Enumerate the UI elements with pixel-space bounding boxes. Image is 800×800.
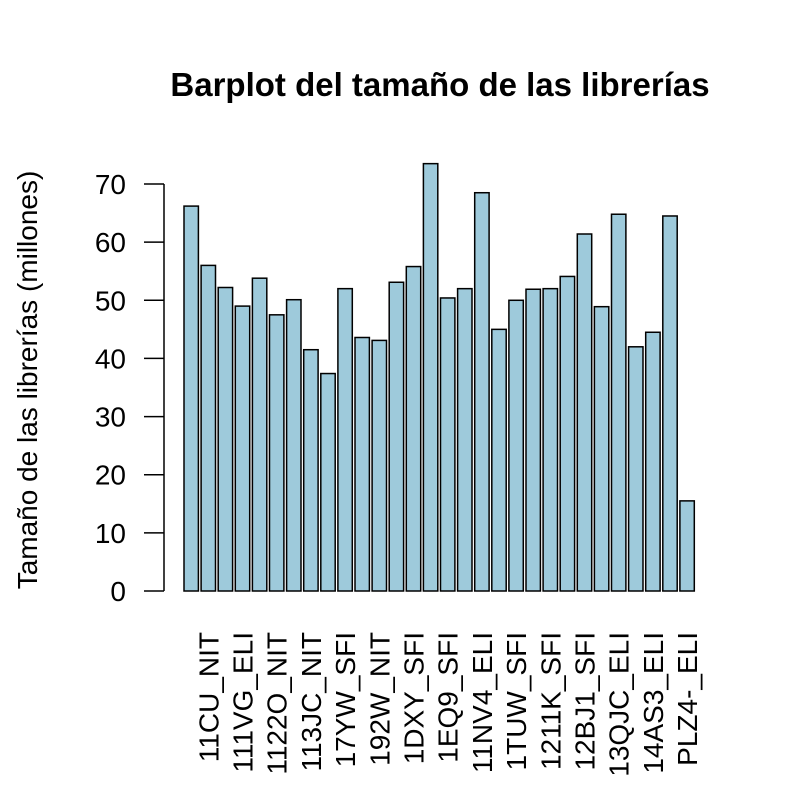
bar	[508, 299, 525, 592]
x-category-label: 12BJ1_SFI	[570, 632, 601, 771]
bar	[251, 277, 268, 592]
x-category-label: 1EQ9_SFI	[433, 632, 464, 763]
y-tick-label: 70	[95, 169, 126, 200]
bar	[354, 336, 371, 592]
bar	[456, 287, 473, 592]
bar	[542, 287, 559, 592]
bar	[183, 205, 200, 592]
x-category-label: 11NV4_ELI	[467, 632, 498, 773]
bars-group	[183, 162, 696, 592]
bar	[627, 346, 644, 592]
bar	[576, 233, 593, 592]
bar	[662, 215, 678, 592]
y-tick-label: 50	[95, 285, 126, 316]
x-category-label: 17YW_SFI	[330, 632, 361, 767]
bar	[320, 372, 336, 592]
bar	[644, 331, 661, 592]
bar	[388, 281, 405, 592]
bar	[473, 191, 490, 592]
bar	[422, 162, 439, 592]
bar	[405, 265, 422, 592]
x-category-label: 14AS3_ELI	[638, 632, 669, 774]
bar	[610, 213, 627, 592]
y-axis-label: Tamaño de las librerías (millones)	[12, 171, 43, 590]
bar	[234, 305, 251, 592]
bar	[302, 348, 319, 592]
x-category-label: 111VG_ELI	[228, 632, 259, 773]
x-category-label: 192W_NIT	[364, 632, 395, 766]
bar	[285, 298, 302, 592]
bar	[679, 500, 696, 592]
x-category-label: 1TUW_SFI	[501, 632, 532, 770]
x-axis-labels: 11CU_NIT 111VG_ELI 1122O_NIT 113JC_NIT 17YW_…	[193, 632, 703, 777]
bar	[559, 275, 576, 592]
y-tick-label: 40	[95, 343, 126, 374]
x-category-label: 13QJC_ELI	[604, 632, 635, 777]
y-tick-label: 60	[95, 227, 126, 258]
bar	[525, 288, 542, 592]
bar	[337, 287, 354, 592]
x-category-label: 1122O_NIT	[262, 632, 293, 775]
bar	[371, 339, 388, 592]
chart-title: Barplot del tamaño de las librerías	[170, 66, 709, 103]
bar	[439, 297, 456, 592]
x-category-label: 11CU_NIT	[193, 632, 224, 762]
x-category-label: 113JC_NIT	[296, 632, 327, 772]
y-tick-label: 10	[95, 518, 126, 549]
bar	[200, 264, 217, 592]
bar	[491, 328, 507, 592]
x-category-label: 1DXY_SFI	[399, 632, 430, 764]
bar	[593, 305, 610, 592]
x-category-label: PLZ4-_ELI	[672, 632, 703, 766]
y-tick-label: 30	[95, 402, 126, 433]
bar	[268, 314, 285, 592]
bar	[217, 286, 234, 592]
y-tick-label: 20	[95, 460, 126, 491]
y-axis: 0 10 20 30 40 50 60 70	[95, 169, 165, 607]
x-category-label: 1211K_SFI	[535, 632, 566, 770]
y-tick-label: 0	[110, 576, 126, 607]
